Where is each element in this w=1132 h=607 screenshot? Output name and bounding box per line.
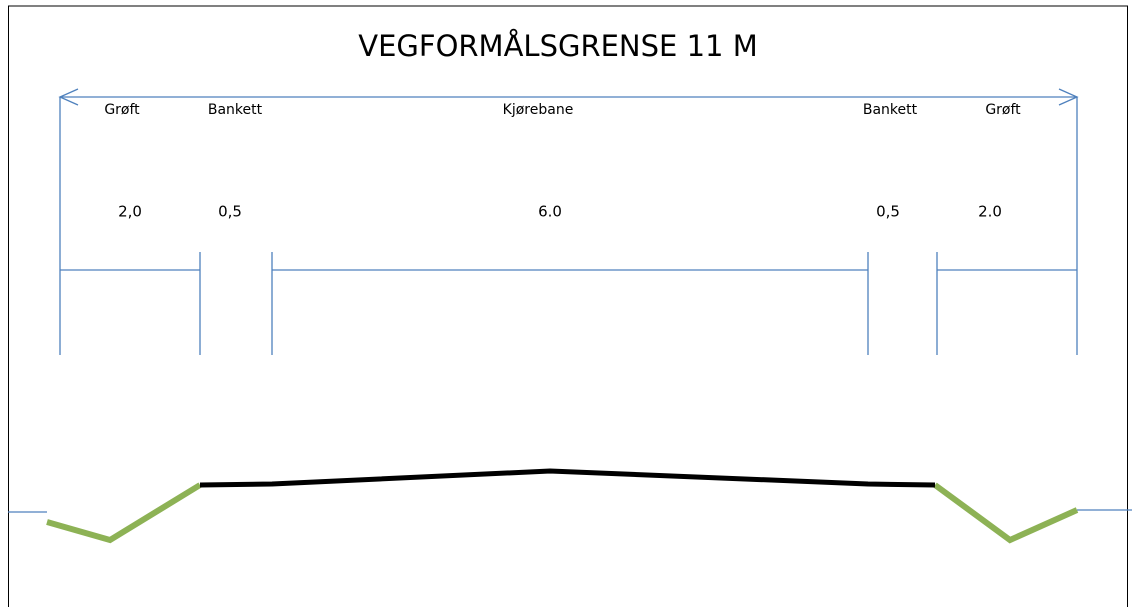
section-width: 0,5 (218, 203, 242, 221)
ditch (933, 482, 1079, 544)
section-label: Grøft (985, 102, 1021, 118)
road-profile (8, 468, 1132, 544)
section-label: Grøft (104, 102, 140, 118)
dimension-lines (58, 88, 1079, 355)
carriageway (199, 468, 936, 488)
section-label: Bankett (863, 102, 918, 118)
section-width: 2,0 (118, 203, 142, 221)
section-label: Kjørebane (503, 102, 574, 118)
title: VEGFORMÅLSGRENSE 11 M (358, 29, 757, 63)
section-width: 0,5 (876, 203, 900, 221)
section-labels: Grøft 2,0 Bankett 0,5 Kjørebane 6.0 Bankett 0,5… (104, 102, 1021, 221)
section-width: 2.0 (978, 203, 1002, 221)
section-label: Bankett (208, 102, 263, 118)
section-width: 6.0 (538, 203, 562, 221)
frame (8, 5, 1128, 607)
ditch (46, 482, 202, 544)
